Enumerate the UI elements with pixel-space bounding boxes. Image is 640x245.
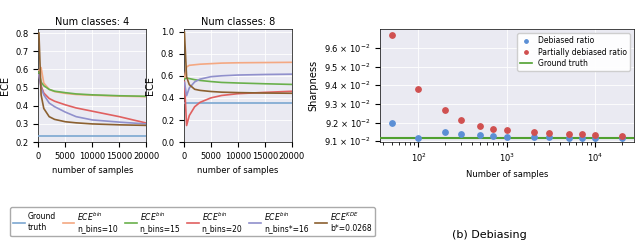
Point [413, 87, 424, 91]
Text: (b) Debiasing: (b) Debiasing [452, 230, 527, 240]
Point [564, 136, 574, 140]
Point [577, 133, 587, 136]
Point [476, 124, 486, 128]
Y-axis label: ECE: ECE [145, 76, 156, 95]
Point [590, 136, 600, 140]
Title: Num classes: 4: Num classes: 4 [55, 17, 129, 27]
Text: (a) $ECE^{bin}$ vs. $ECE^{KDE}$: (a) $ECE^{bin}$ vs. $ECE^{KDE}$ [111, 222, 228, 240]
Point [577, 136, 587, 140]
Legend: Ground
truth, $ECE^{bin}$
n_bins=10, $ECE^{bin}$
n_bins=15, $ECE^{bin}$
n_bins=2: Ground truth, $ECE^{bin}$ n_bins=10, $EC… [10, 207, 374, 236]
Point [456, 132, 466, 136]
X-axis label: number of samples: number of samples [52, 166, 133, 175]
Point [476, 133, 486, 137]
Point [544, 131, 554, 135]
Point [440, 130, 450, 134]
Point [502, 135, 512, 138]
Point [488, 126, 499, 130]
Point [387, 121, 397, 124]
Point [413, 136, 424, 140]
Point [564, 132, 574, 136]
Point [617, 136, 627, 140]
Y-axis label: Sharpness: Sharpness [308, 60, 319, 111]
Point [456, 118, 466, 122]
X-axis label: number of samples: number of samples [197, 166, 278, 175]
Point [590, 133, 600, 137]
Title: Num classes: 8: Num classes: 8 [201, 17, 275, 27]
X-axis label: Number of samples: Number of samples [466, 170, 548, 179]
Point [387, 33, 397, 37]
Point [529, 130, 539, 134]
Point [502, 128, 512, 132]
Legend: Debiased ratio, Partially debiased ratio, Ground truth: Debiased ratio, Partially debiased ratio… [517, 33, 630, 71]
Y-axis label: ECE: ECE [0, 76, 10, 95]
Point [544, 135, 554, 139]
Point [529, 135, 539, 139]
Point [488, 134, 499, 138]
Point [440, 108, 450, 111]
Point [617, 134, 627, 138]
